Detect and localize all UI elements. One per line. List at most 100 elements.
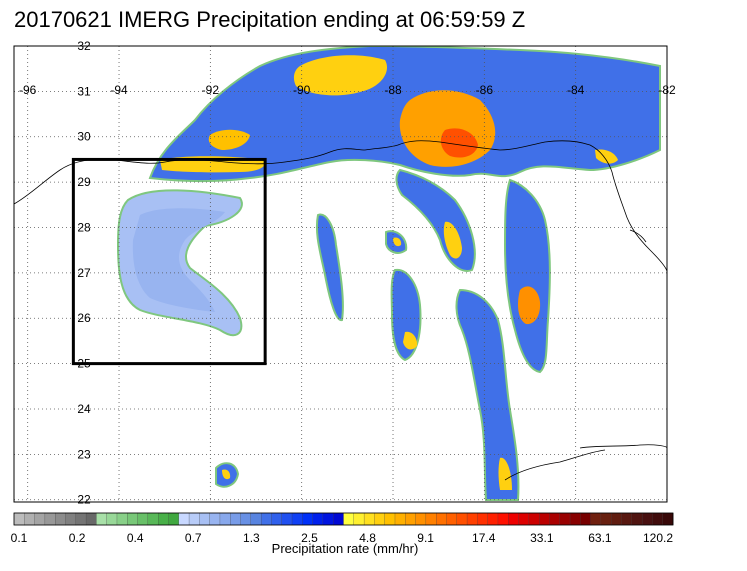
colorbar-swatch	[24, 512, 36, 526]
precip-core-central	[443, 221, 462, 259]
coastline	[14, 140, 667, 481]
colorbar-swatch	[415, 512, 427, 526]
lat-tick-label: 30	[77, 130, 91, 144]
colorbar-swatch	[611, 512, 622, 526]
lat-tick-label: 27	[77, 266, 91, 280]
colorbar-swatch	[147, 512, 159, 526]
colorbar-swatch	[13, 512, 25, 526]
colorbar-swatch	[250, 512, 262, 526]
colorbar-swatch	[466, 512, 478, 526]
colorbar-swatch	[230, 512, 241, 526]
colorbar-swatch	[518, 512, 530, 526]
precip-core-west	[403, 331, 418, 350]
colorbar-label: 33.1	[530, 531, 554, 545]
precip-cell-gulf-core	[393, 237, 402, 247]
colorbar-swatch	[291, 512, 303, 526]
colorbar-label: 9.1	[417, 531, 434, 545]
lon-tick-label: -90	[293, 83, 311, 97]
precip-streak-minor	[315, 213, 344, 321]
precip-core-east-streak	[518, 286, 541, 325]
lon-tick-label: -82	[658, 83, 676, 97]
precip-streak-east	[503, 178, 551, 374]
colorbar-swatch	[127, 512, 139, 526]
precip-area-west-inner	[132, 208, 225, 312]
colorbar-swatch	[85, 512, 97, 526]
precip-core-north	[293, 55, 388, 96]
colorbar-swatch	[487, 512, 499, 526]
colorbar-swatch	[363, 512, 375, 526]
colorbar-swatch	[281, 512, 293, 526]
colorbar-label: 2.5	[301, 531, 318, 545]
colorbar-swatch	[538, 512, 550, 526]
lat-tick-label: 25	[77, 357, 91, 371]
colorbar-swatch	[96, 512, 108, 526]
study-region-box	[71, 157, 267, 366]
colorbar-swatch	[199, 512, 211, 526]
lat-tick-label: 28	[77, 220, 91, 234]
colorbar-swatch	[446, 512, 458, 526]
latitude-labels: 32 31 30 29 28 27 26 25 24 23 22	[77, 39, 91, 507]
map-frame	[13, 45, 668, 503]
lat-tick-label: 24	[77, 402, 91, 416]
precip-cell-south-west-core	[222, 469, 231, 480]
lon-tick-label: -94	[110, 83, 128, 97]
colorbar-swatch	[549, 512, 561, 526]
colorbar-swatch	[621, 512, 633, 526]
lat-tick-label: 22	[77, 493, 91, 507]
colorbar-label: 120.2	[642, 531, 674, 545]
precip-core-coast	[208, 129, 250, 150]
colorbar-swatch	[580, 512, 592, 526]
colorbar-swatch	[436, 512, 447, 526]
lon-tick-label: -92	[202, 83, 220, 97]
lat-tick-label: 31	[77, 84, 91, 98]
map-title: 20170621 IMERG Precipitation ending at 0…	[14, 7, 526, 32]
colorbar-title: Precipitation rate (mm/hr)	[271, 541, 419, 556]
lat-tick-label: 29	[77, 175, 91, 189]
colorbar-swatch	[302, 512, 314, 526]
colorbar-swatch	[137, 512, 149, 526]
colorbar-swatch	[322, 512, 334, 526]
precip-core-northeast	[399, 90, 496, 167]
colorbar-label: 1.3	[243, 531, 260, 545]
colorbar-swatch	[65, 512, 77, 526]
colorbar-swatch	[353, 512, 365, 526]
colorbar-label: 4.8	[359, 531, 376, 545]
colorbar-swatch	[343, 512, 355, 526]
colorbar-swatch	[652, 512, 664, 526]
colorbar-swatch	[559, 512, 571, 526]
colorbar-label: 63.1	[588, 531, 612, 545]
colorbar-swatch	[508, 512, 519, 526]
lon-tick-label: -88	[384, 83, 402, 97]
colorbar-swatch	[497, 512, 509, 526]
colorbar-swatch	[44, 512, 56, 526]
colorbar-label: 0.2	[68, 531, 86, 545]
colorbar-label: 0.1	[10, 531, 28, 545]
colorbar-frame	[13, 512, 674, 526]
colorbar-swatch	[240, 512, 252, 526]
colorbar-swatch	[271, 512, 283, 526]
colorbar-swatch	[219, 512, 231, 526]
colorbar-swatch	[405, 512, 417, 526]
colorbar-label: 17.4	[472, 531, 496, 545]
lon-tick-label: -84	[567, 83, 585, 97]
colorbar-swatch	[209, 512, 221, 526]
colorbar-swatch	[333, 512, 344, 526]
lat-tick-label: 26	[77, 311, 91, 325]
colorbar-swatch	[374, 512, 386, 526]
colorbar-swatch	[477, 512, 489, 526]
colorbar-label: 0.7	[184, 531, 202, 545]
colorbar-swatch	[168, 512, 180, 526]
colorbar-swatch	[178, 512, 190, 526]
colorbar-swatch	[631, 512, 643, 526]
precip-core-northeast-hot	[440, 128, 478, 158]
colorbar	[13, 512, 674, 526]
colorbar-swatch	[384, 512, 396, 526]
colorbar-swatch	[569, 512, 581, 526]
colorbar-swatch	[600, 512, 612, 526]
lat-tick-label: 23	[77, 447, 91, 461]
lon-tick-label: -86	[476, 83, 494, 97]
colorbar-swatch	[662, 512, 674, 526]
colorbar-swatch	[158, 512, 169, 526]
colorbar-swatch	[312, 512, 324, 526]
